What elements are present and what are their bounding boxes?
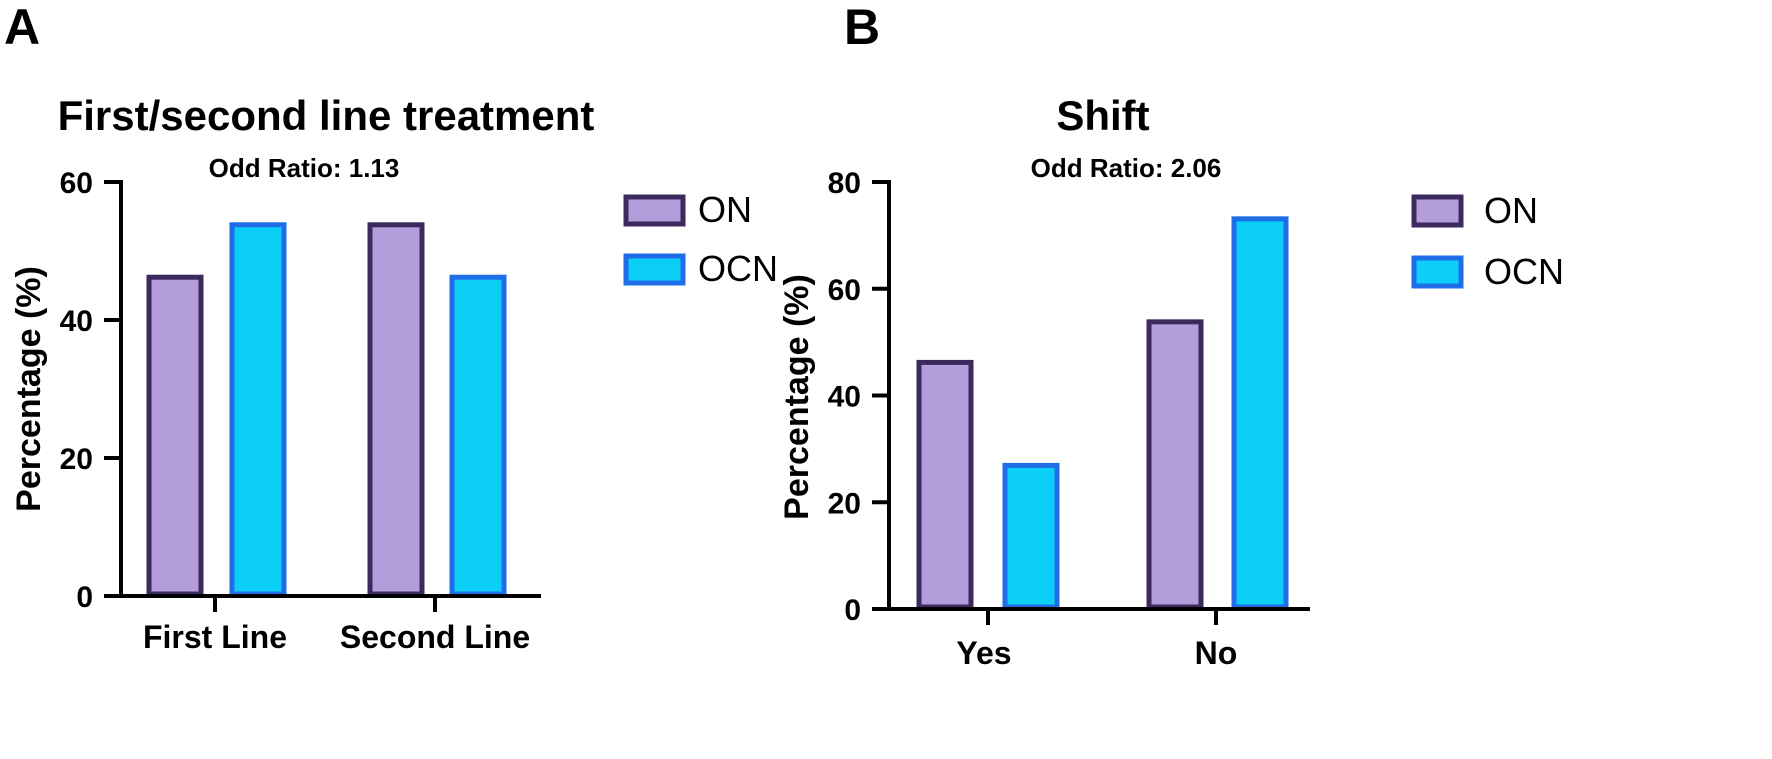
legend-label-b-ocn: OCN — [1484, 251, 1564, 292]
category-label-a-1: Second Line — [340, 619, 530, 655]
chart-title-b: Shift — [1056, 92, 1149, 139]
y-tick-label-b-0: 0 — [844, 594, 861, 627]
y-tick-label-b-3: 60 — [828, 274, 861, 307]
legend-swatch-a-on — [623, 194, 686, 227]
y-axis-label-a: Percentage (%) — [10, 266, 48, 512]
legend-label-b-on: ON — [1484, 190, 1538, 231]
bar-a-ocn-0 — [229, 222, 287, 597]
bars-b — [916, 216, 1289, 610]
y-tick-label-a-1: 20 — [60, 443, 93, 476]
legend-label-a-ocn: OCN — [698, 248, 778, 289]
bars-a — [146, 222, 507, 597]
y-tick-label-b-4: 80 — [828, 167, 861, 200]
bar-b-on-0 — [916, 359, 974, 610]
y-tick-label-a-0: 0 — [76, 581, 93, 614]
panel-letter-b: B — [844, 0, 880, 55]
y-ticks-a: 0 20 40 60 — [60, 167, 121, 614]
bar-a-ocn-1 — [449, 274, 507, 597]
bar-a-on-1 — [367, 222, 425, 597]
y-tick-label-a-3: 60 — [60, 167, 93, 200]
legend-swatch-b-ocn — [1411, 255, 1464, 289]
chart-title-a: First/second line treatment — [58, 92, 595, 139]
y-axis-label-b: Percentage (%) — [778, 274, 816, 520]
category-label-a-0: First Line — [143, 619, 287, 655]
legend-swatch-a-ocn — [623, 253, 686, 286]
chart-subtitle-b: Odd Ratio: 2.06 — [1031, 153, 1222, 183]
chart-subtitle-a: Odd Ratio: 1.13 — [209, 153, 400, 183]
panel-a: A First/second line treatment Odd Ratio:… — [4, 0, 778, 655]
bar-b-ocn-1 — [1231, 216, 1289, 610]
legend-label-a-on: ON — [698, 189, 752, 230]
y-ticks-b: 0 20 40 60 80 — [828, 167, 889, 627]
legend-b: ON OCN — [1411, 190, 1564, 292]
category-label-b-1: No — [1195, 635, 1238, 671]
category-label-b-0: Yes — [956, 635, 1011, 671]
legend-swatch-b-on — [1411, 194, 1464, 228]
bar-b-ocn-0 — [1002, 462, 1060, 610]
y-tick-label-b-2: 40 — [828, 381, 861, 414]
y-tick-label-b-1: 20 — [828, 487, 861, 520]
bar-b-on-1 — [1146, 319, 1204, 610]
bar-a-on-0 — [146, 274, 204, 597]
panel-letter-a: A — [4, 0, 40, 55]
legend-a: ON OCN — [623, 189, 778, 289]
panel-b: B Shift Odd Ratio: 2.06 Percentage (%) 0… — [778, 0, 1564, 671]
y-tick-label-a-2: 40 — [60, 305, 93, 338]
